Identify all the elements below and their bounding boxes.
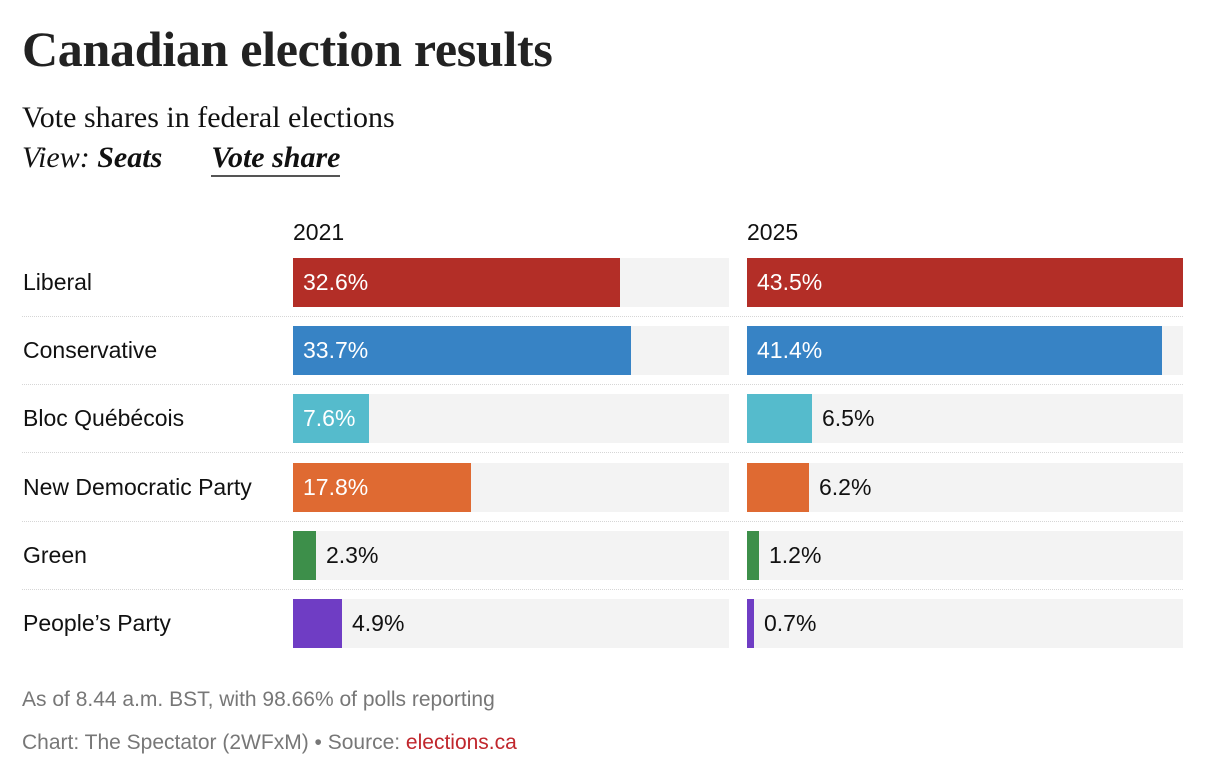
bar-2025-conservative xyxy=(747,326,1162,376)
bar-value-label: 6.2% xyxy=(819,473,872,500)
view-label: View: xyxy=(22,141,90,174)
row-label-conservative: Conservative xyxy=(23,337,158,364)
bar-track-2025-conservative: 41.4% xyxy=(747,326,1183,376)
row-label-liberal: Liberal xyxy=(23,269,93,295)
bar-2025-new-democratic-party xyxy=(747,462,809,512)
bar-track-2021-new-democratic-party: 17.8% xyxy=(293,462,729,512)
bar-track-2021-bloc-qu-b-cois: 7.6% xyxy=(293,394,729,444)
bar-track-2021-conservative: 33.7% xyxy=(293,326,729,376)
view-option-seats[interactable]: Seats xyxy=(97,141,163,174)
view-toggle: View: Seats Vote share xyxy=(22,140,341,177)
bar-value-label: 7.6% xyxy=(303,405,356,432)
credit-text: Chart: The Spectator (2WFxM) • Source: xyxy=(22,731,406,754)
bar-value-label: 4.9% xyxy=(352,610,405,636)
column-header-2025: 2025 xyxy=(747,219,799,245)
bar-2021-green xyxy=(293,530,316,580)
bar-value-label: 17.8% xyxy=(303,473,369,500)
chart-title: Canadian election results xyxy=(22,21,553,77)
bar-value-label: 33.7% xyxy=(303,337,369,364)
source-credit: Chart: The Spectator (2WFxM) • Source: e… xyxy=(22,730,517,756)
bar-track-2025-bloc-qu-b-cois: 6.5% xyxy=(747,394,1183,444)
view-option-vote-share[interactable]: Vote share xyxy=(211,141,341,177)
bar-track-2021-liberal: 32.6% xyxy=(293,258,729,307)
bar-2021-new-democratic-party xyxy=(293,462,471,512)
bar-value-label: 6.5% xyxy=(822,405,875,432)
row-divider xyxy=(22,316,1183,317)
row-label-new-democratic-party: New Democratic Party xyxy=(23,473,252,500)
bar-track-2021-green: 2.3% xyxy=(293,530,729,580)
bar-2025-people-s-party xyxy=(747,599,754,648)
row-divider xyxy=(22,384,1183,385)
polls-note: As of 8.44 a.m. BST, with 98.66% of poll… xyxy=(22,688,495,711)
column-header-2021: 2021 xyxy=(293,219,345,245)
bar-2021-liberal xyxy=(293,258,620,307)
bar-track-2025-green: 1.2% xyxy=(747,530,1183,580)
bar-value-label: 0.7% xyxy=(764,610,817,636)
bar-track-2021-people-s-party: 4.9% xyxy=(293,599,729,648)
row-label-green: Green xyxy=(23,541,87,568)
bar-value-label: 1.2% xyxy=(769,541,822,568)
bar-value-label: 41.4% xyxy=(757,337,823,364)
bar-track-2025-liberal: 43.5% xyxy=(747,258,1183,307)
bar-value-label: 2.3% xyxy=(326,541,379,568)
row-divider xyxy=(22,521,1183,522)
bar-2021-conservative xyxy=(293,326,631,376)
chart-subtitle: Vote shares in federal elections xyxy=(22,101,395,134)
bar-2025-liberal xyxy=(747,258,1183,307)
row-label-people-s-party: People’s Party xyxy=(23,610,171,636)
bar-2025-green xyxy=(747,530,759,580)
source-link[interactable]: elections.ca xyxy=(405,731,517,754)
bar-value-label: 43.5% xyxy=(757,269,823,295)
row-label-bloc-qu-b-cois: Bloc Québécois xyxy=(23,405,185,432)
bar-2021-people-s-party xyxy=(293,599,342,648)
bar-track-2025-new-democratic-party: 6.2% xyxy=(747,462,1183,512)
bar-2025-bloc-qu-b-cois xyxy=(747,394,812,444)
bar-track-2025-people-s-party: 0.7% xyxy=(747,599,1183,648)
row-divider xyxy=(22,452,1183,453)
row-divider xyxy=(22,589,1183,590)
bar-value-label: 32.6% xyxy=(303,269,369,295)
bar-2021-bloc-qu-b-cois xyxy=(293,394,369,444)
